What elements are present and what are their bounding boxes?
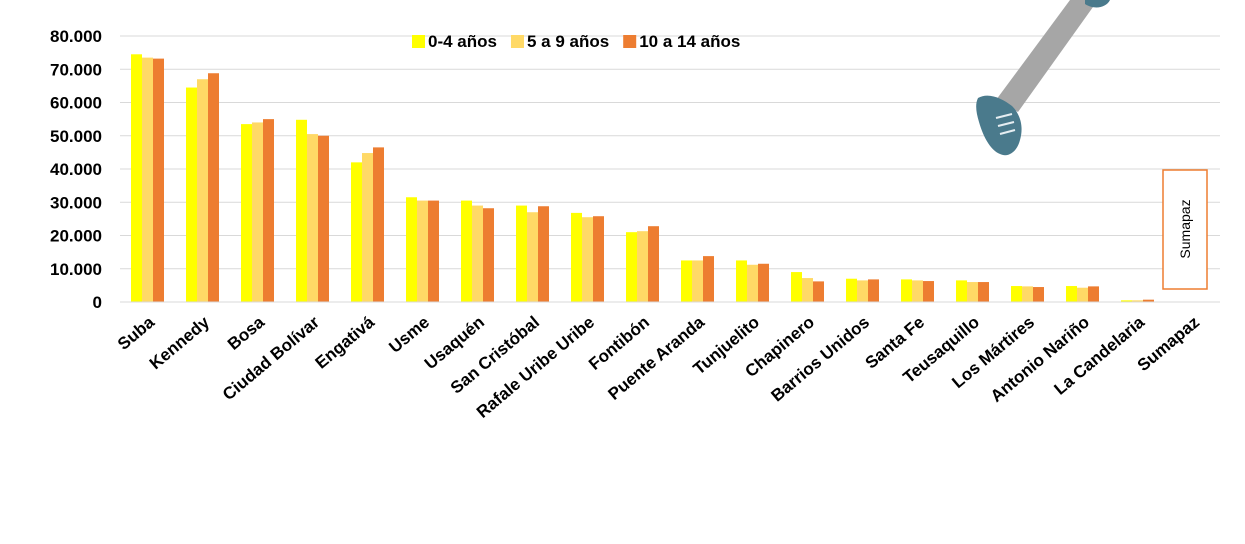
bar: [967, 282, 978, 302]
bar: [901, 279, 912, 302]
y-tick-label: 70.000: [50, 60, 102, 79]
bars: [131, 54, 1154, 303]
x-tick-label: Antonio Nariño: [987, 313, 1093, 406]
bar: [791, 272, 802, 302]
bar: [637, 231, 648, 302]
bar: [1121, 300, 1132, 302]
legend-swatch: [412, 35, 425, 48]
bar: [978, 282, 989, 302]
annotation-text: Sumapaz: [1177, 199, 1193, 258]
bar: [593, 216, 604, 302]
bar: [241, 124, 252, 302]
legend-swatch: [510, 35, 524, 48]
y-axis-ticks: 0 10.000 20.000 30.000 40.000 50.000 60.000 70.…: [50, 27, 102, 312]
bar: [153, 58, 164, 302]
bar: [1011, 286, 1022, 302]
bar: [1088, 286, 1099, 302]
bar: [461, 200, 472, 302]
bar: [197, 79, 208, 302]
y-tick-label: 10.000: [50, 260, 102, 279]
runner-leg-illustration: [976, 0, 1110, 156]
bar: [703, 256, 714, 302]
bar: [747, 264, 758, 302]
legend-label: 5 a 9 años: [527, 32, 609, 51]
x-tick-label: Puente Aranda: [604, 312, 708, 404]
legend-label: 10 a 14 años: [639, 32, 740, 51]
bar: [417, 200, 428, 302]
bar: [692, 260, 703, 302]
bar: [538, 206, 549, 302]
bar: [483, 208, 494, 302]
x-tick-label: Sumapaz: [1134, 313, 1203, 376]
bar: [813, 281, 824, 302]
bar: [846, 278, 857, 302]
bar: [296, 119, 307, 302]
x-tick-label: Suba: [114, 312, 158, 354]
bar: [263, 119, 274, 302]
y-tick-label: 20.000: [50, 227, 102, 246]
y-tick-label: 80.000: [50, 27, 102, 46]
x-tick-label: Usme: [385, 313, 433, 357]
bar: [131, 54, 142, 302]
bar: [1077, 287, 1088, 302]
bar: [307, 134, 318, 302]
y-tick-label: 0: [93, 293, 102, 312]
bar: [351, 162, 362, 302]
bar: [1066, 286, 1077, 302]
bar: [868, 279, 879, 302]
top-shoe-fragment: [1085, 0, 1110, 8]
legend-swatch: [623, 35, 637, 48]
bar: [626, 232, 637, 302]
bar: [648, 226, 659, 302]
bar: [142, 57, 153, 302]
bar: [318, 135, 329, 302]
bar: [428, 200, 439, 302]
bar: [252, 122, 263, 302]
annotation-box: [1162, 169, 1208, 290]
bar: [1022, 286, 1033, 302]
bar: [912, 280, 923, 302]
bar: [1132, 300, 1143, 302]
bar: [857, 280, 868, 302]
x-tick-label: Engativá: [312, 312, 379, 372]
sneaker-laces: [995, 113, 1016, 135]
bar: [1143, 299, 1154, 302]
bar: [1033, 287, 1044, 302]
bar: [406, 197, 417, 302]
bar: [516, 205, 527, 302]
bar: [373, 147, 384, 302]
y-tick-label: 40.000: [50, 160, 102, 179]
bar: [736, 260, 747, 302]
bar: [186, 87, 197, 302]
bar: [582, 217, 593, 302]
bar: [527, 212, 538, 302]
gridlines: [120, 35, 1220, 270]
bar: [923, 281, 934, 302]
y-tick-label: 50.000: [50, 127, 102, 146]
bar: [472, 205, 483, 302]
bar: [802, 278, 813, 302]
bar: [362, 153, 373, 302]
x-tick-label: Kennedy: [146, 312, 214, 373]
bar: [956, 280, 967, 302]
leg-shape: [996, 0, 1098, 112]
sumapaz-annotation: Sumapaz: [1162, 169, 1208, 290]
bar: [208, 73, 219, 303]
bar: [681, 260, 692, 302]
x-tick-label: Barrios Unidos: [768, 313, 874, 406]
y-tick-label: 60.000: [50, 94, 102, 113]
legend-label: 0-4 años: [428, 32, 497, 51]
x-tick-label: Bosa: [224, 312, 268, 354]
legend: 0-4 años 5 a 9 años 10 a 14 años: [412, 32, 740, 51]
x-tick-label: Ciudad Bolívar: [219, 312, 323, 404]
bar: [758, 263, 769, 302]
bar: [571, 212, 582, 302]
y-tick-label: 30.000: [50, 193, 102, 212]
